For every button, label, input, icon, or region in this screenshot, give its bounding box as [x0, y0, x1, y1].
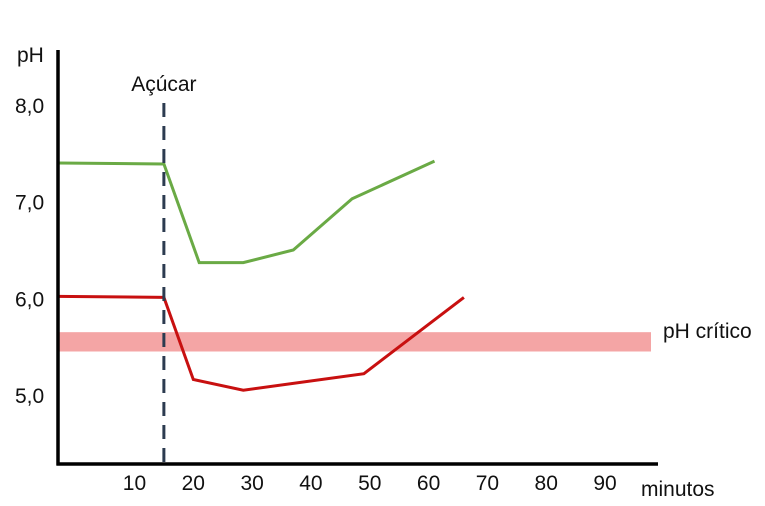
x-tick-label: 20: [182, 472, 205, 495]
series-layer: [57, 103, 465, 464]
x-tick-label: 70: [476, 472, 499, 495]
critical-band-layer: [58, 332, 651, 352]
sugar-label: Açúcar: [131, 73, 196, 96]
y-axis-label: pH: [17, 44, 44, 67]
x-tick-label: 90: [593, 472, 616, 495]
x-tick-label: 30: [240, 472, 263, 495]
series-line-1: [57, 159, 436, 265]
series-line-2: [57, 294, 465, 392]
y-tick-label: 6,0: [15, 288, 44, 311]
x-tick-label: 10: [123, 472, 146, 495]
y-tick-label: 7,0: [15, 192, 44, 215]
text-layer: 5,0 6,0 7,0 8,0 10 20 30 40 50 60 70 80 90 pH minutos A…: [15, 44, 752, 501]
y-tick-label: 5,0: [15, 385, 44, 408]
x-axis-label: minutos: [641, 478, 715, 501]
critical-ph-label: pH crítico: [663, 320, 752, 343]
x-tick-label: 50: [358, 472, 381, 495]
axis-layer: [56, 50, 658, 466]
x-tick-label: 40: [299, 472, 322, 495]
critical-ph-band: [58, 332, 651, 352]
y-tick-label: 8,0: [15, 95, 44, 118]
x-tick-label: 80: [535, 472, 558, 495]
x-tick-label: 60: [417, 472, 440, 495]
